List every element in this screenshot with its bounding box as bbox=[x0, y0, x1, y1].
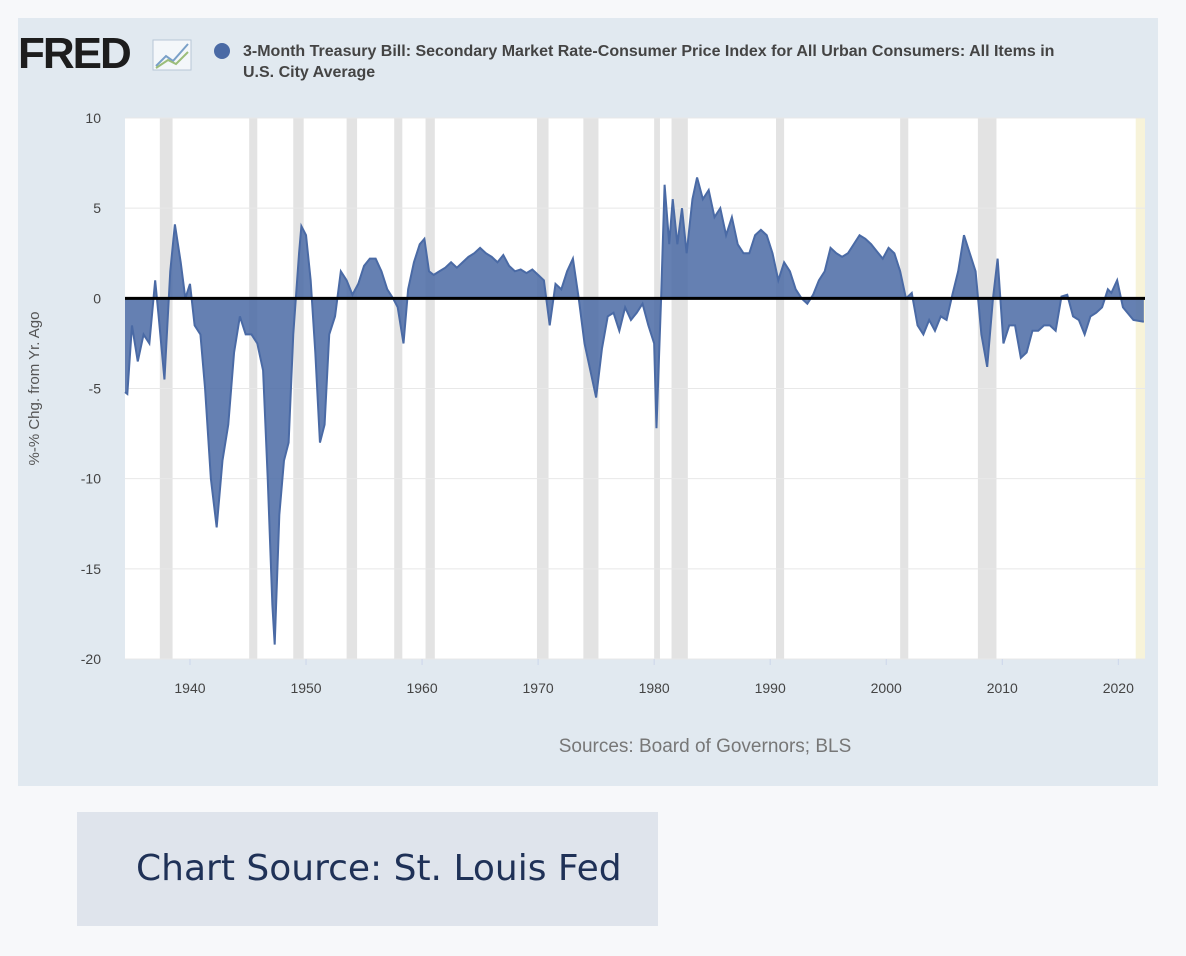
y-tick-label: -10 bbox=[81, 471, 101, 487]
x-tick-label: 1940 bbox=[174, 680, 205, 696]
logo: FRED bbox=[18, 29, 130, 78]
x-tick-label: 1990 bbox=[755, 680, 786, 696]
line bbox=[124, 177, 1145, 645]
y-axis-label: %-% Chg. from Yr. Ago bbox=[26, 312, 43, 466]
y-tick-label: -5 bbox=[89, 381, 102, 397]
legend-marker bbox=[214, 43, 230, 59]
logo-icon bbox=[152, 39, 192, 71]
x-tick-label: 1950 bbox=[290, 680, 321, 696]
x-tick-label: 2020 bbox=[1103, 680, 1134, 696]
x-tick-label: 1960 bbox=[406, 680, 437, 696]
y-tick-label: -20 bbox=[81, 651, 101, 667]
y-tick-label: 0 bbox=[93, 290, 101, 306]
legend-entry: 3-Month Treasury Bill: Secondary Market … bbox=[243, 43, 1055, 81]
y-tick-label: -15 bbox=[81, 561, 101, 577]
caption: Chart Source: St. Louis Fed bbox=[136, 848, 622, 889]
x-tick-label: 1980 bbox=[639, 680, 670, 696]
area bbox=[125, 177, 1144, 645]
x-tick-label: 1970 bbox=[523, 680, 554, 696]
y-tick-label: 10 bbox=[85, 110, 101, 126]
sources: Sources: Board of Governors; BLS bbox=[559, 736, 852, 757]
caption-box: Chart Source: St. Louis Fed bbox=[77, 812, 658, 926]
x-tick-label: 2000 bbox=[871, 680, 902, 696]
x-tick-label: 2010 bbox=[987, 680, 1018, 696]
y-tick-label: 5 bbox=[93, 200, 101, 216]
